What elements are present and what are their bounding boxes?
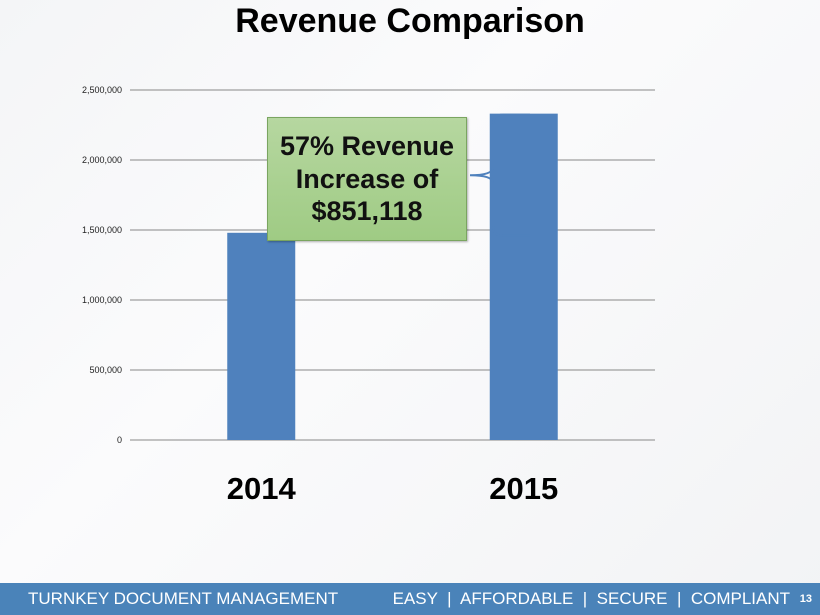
y-tick-label: 1,500,000 bbox=[82, 225, 122, 235]
x-tick-label: 2015 bbox=[489, 471, 558, 506]
y-tick-label: 500,000 bbox=[89, 365, 122, 375]
annotation-line: 57% Revenue bbox=[279, 130, 455, 161]
annotation-line: $851,118 bbox=[311, 196, 423, 227]
y-tick-label: 0 bbox=[117, 435, 122, 445]
y-tick-label: 2,000,000 bbox=[82, 155, 122, 165]
footer-tagline: EASY | AFFORDABLE | SECURE | COMPLIANT bbox=[392, 589, 790, 608]
annotation-callout: 57% Revenue Increase of $851,118 bbox=[267, 117, 467, 241]
footer-company: TURNKEY DOCUMENT MANAGEMENT bbox=[28, 589, 339, 608]
bar-2015 bbox=[489, 113, 558, 440]
footer-bar: TURNKEY DOCUMENT MANAGEMENT EASY | AFFOR… bbox=[0, 583, 820, 615]
brace bbox=[469, 113, 530, 237]
bar-chart: 0 500,000 1,000,000 1,500,000 2,000,000 2,500… bbox=[82, 85, 655, 506]
chart-title: Revenue Comparison bbox=[235, 2, 585, 40]
y-tick-label: 1,000,000 bbox=[82, 295, 122, 305]
bar-2014 bbox=[227, 232, 296, 440]
y-tick-label: 2,500,000 bbox=[82, 85, 122, 95]
page-number: 13 bbox=[799, 593, 812, 605]
annotation-line: Increase of bbox=[295, 163, 439, 194]
x-tick-label: 2014 bbox=[227, 471, 297, 506]
